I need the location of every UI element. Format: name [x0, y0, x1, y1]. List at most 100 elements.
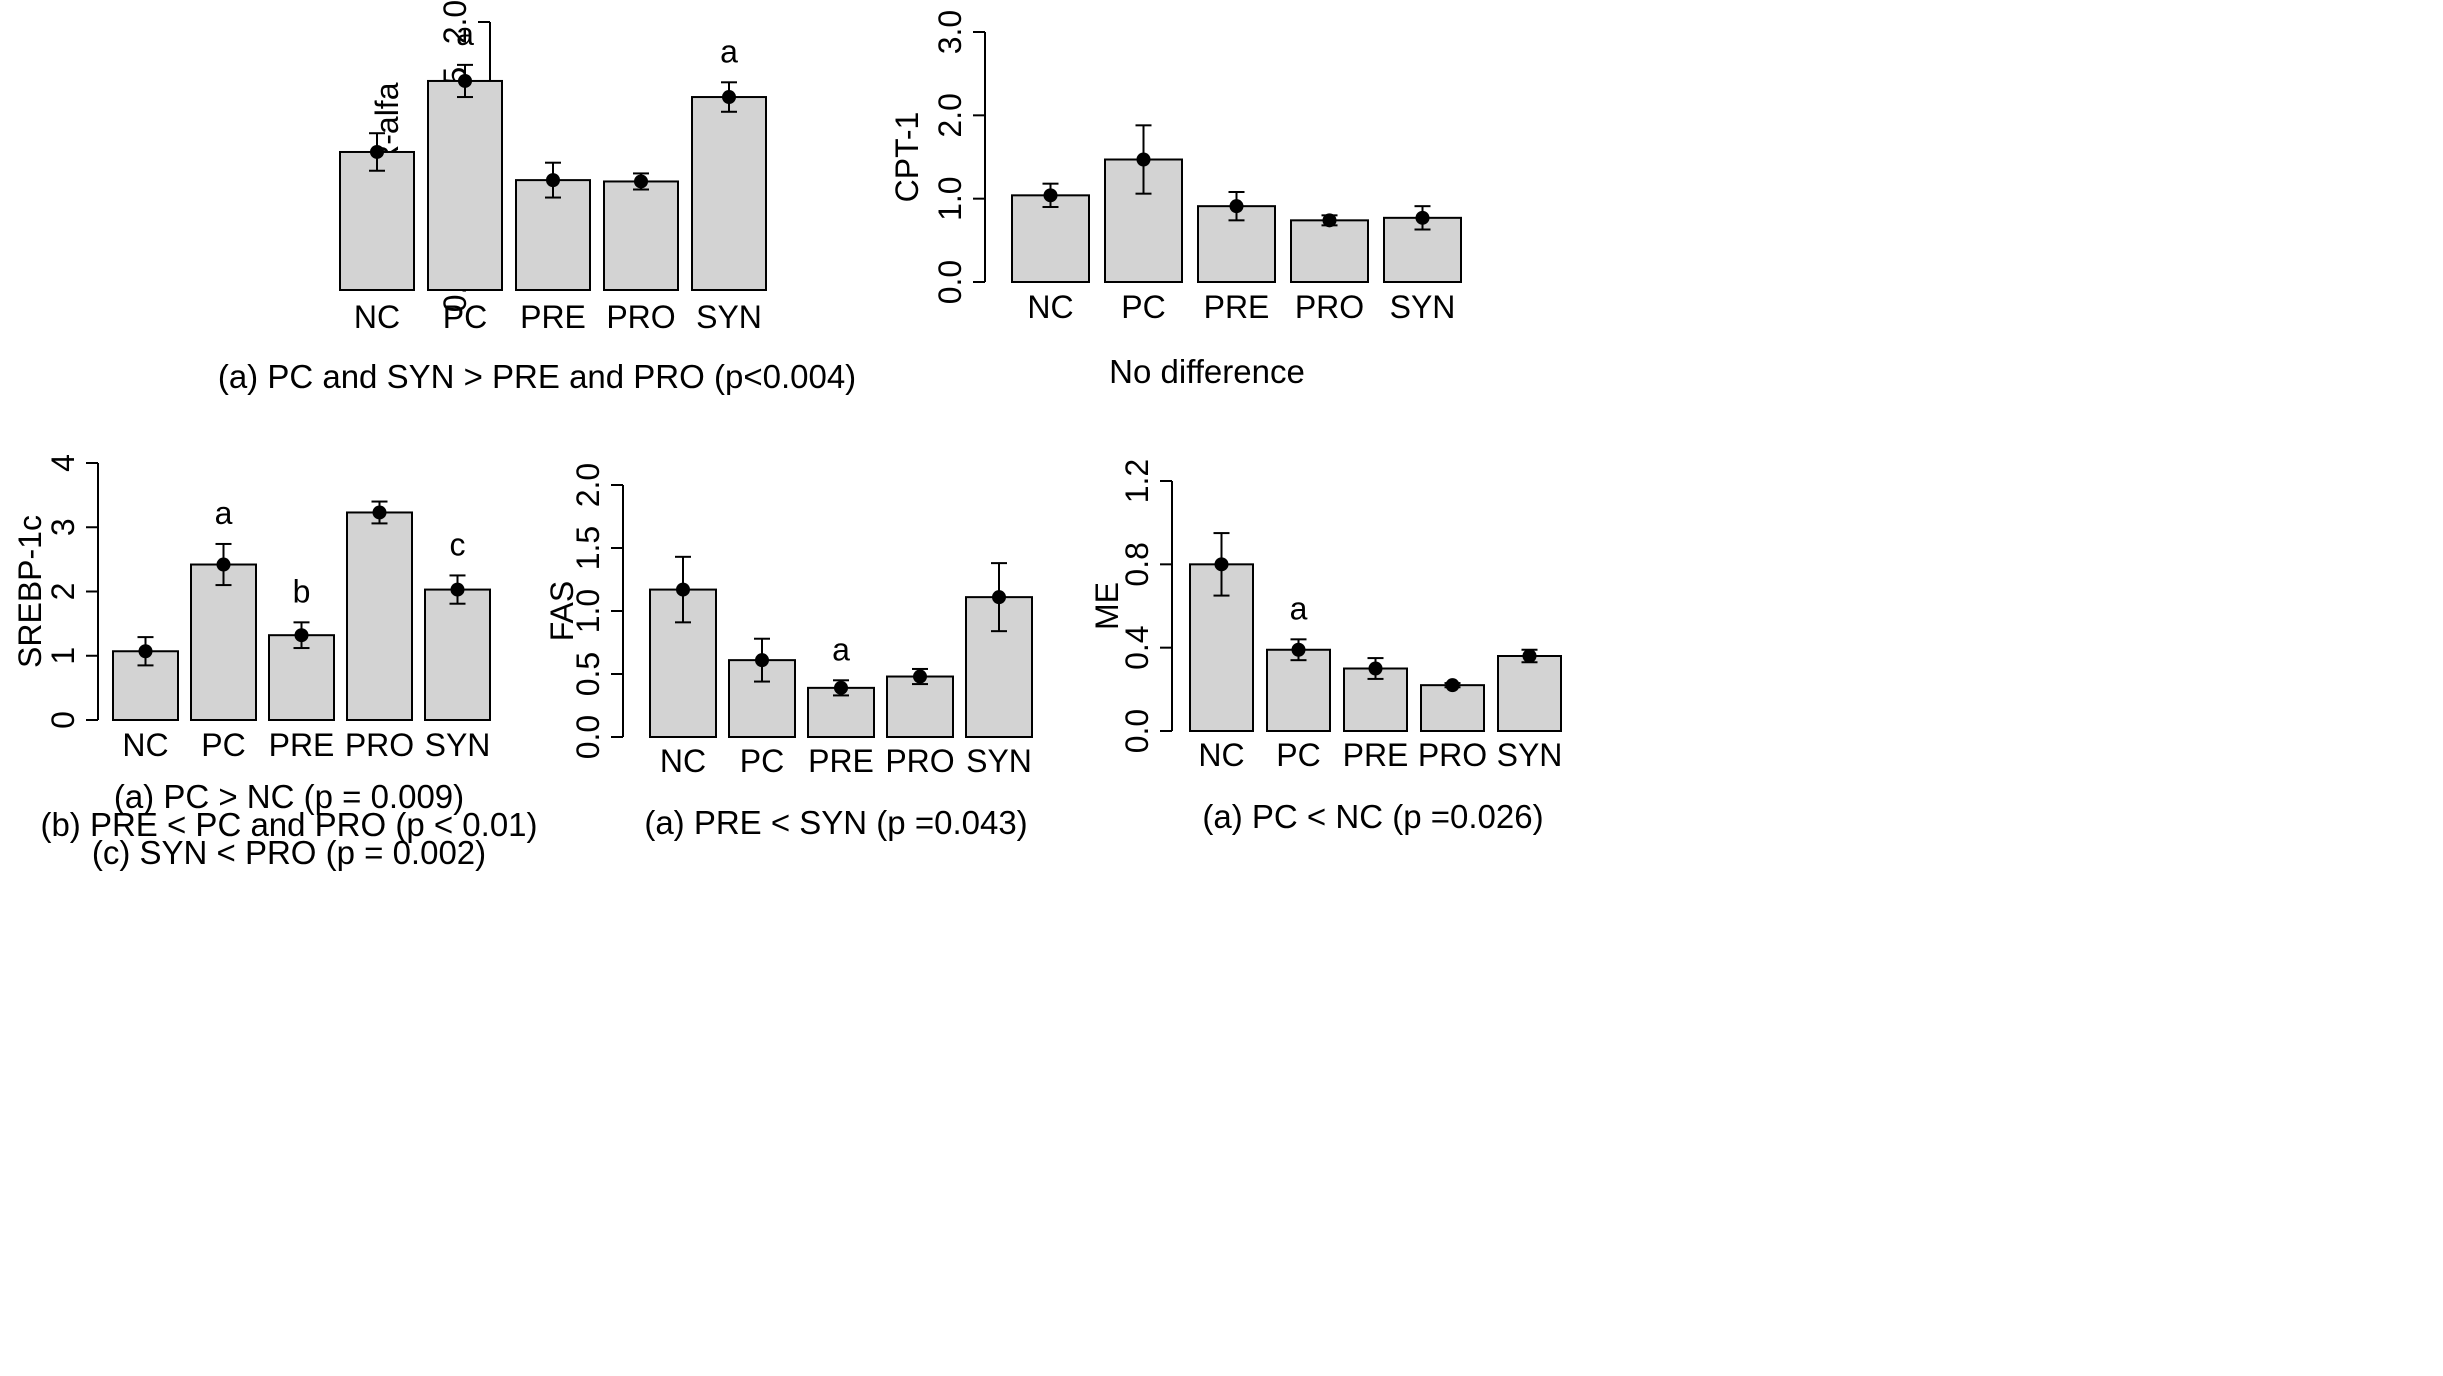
category-label-pre: PRE: [808, 743, 874, 779]
mean-point-nc: [1214, 557, 1229, 572]
bar-pc: [190, 563, 257, 722]
mean-point-pc: [1136, 152, 1151, 167]
significance-letter: a: [456, 16, 474, 52]
mean-point-pro: [634, 174, 648, 189]
y-axis-label: ME: [1089, 582, 1125, 630]
mean-point-pre: [1229, 199, 1244, 214]
category-label-pc: PC: [443, 299, 487, 335]
caption-line: (a) PRE < SYN (p =0.043): [644, 804, 1027, 841]
significance-letter: a: [720, 33, 738, 69]
chart-panel-fas: 0.0 0.5 1.0 1.5 2.0 FAS NC PC PRE a PRO SYN (a) PRE …: [544, 463, 1033, 841]
caption-line: (a) PC and SYN > PRE and PRO (p<0.004): [218, 358, 856, 395]
mean-point-pro: [1445, 678, 1460, 693]
category-label-syn: SYN: [1390, 289, 1456, 325]
mean-point-pro: [372, 505, 387, 520]
chart-panel-me: 0.0 0.4 0.8 1.2 ME NC PC a PRE PRO SYN (a) PC < NC …: [1089, 459, 1562, 835]
y-tick-label: 0.0: [932, 260, 968, 304]
mean-point-pre: [1368, 661, 1383, 676]
caption-line: (a) PC > NC (p = 0.009): [114, 778, 464, 815]
mean-point-pc: [216, 557, 231, 572]
y-tick-label: 1: [45, 647, 81, 665]
significance-letter: a: [832, 631, 850, 667]
category-label-pc: PC: [740, 743, 784, 779]
category-label-pro: PRO: [606, 299, 675, 335]
bar-pc: [1266, 648, 1331, 732]
bar-pro: [1290, 219, 1369, 283]
category-label-pro: PRO: [1418, 737, 1487, 773]
chart-panel-cpt-1: 0.0 1.0 2.0 3.0 CPT-1 NC PC PRE PRO SYN No differe…: [889, 10, 1462, 390]
bar-pro: [603, 180, 679, 292]
bar-syn: [1497, 655, 1562, 732]
bar-syn: [424, 588, 491, 722]
y-axis-label: FAS: [544, 581, 580, 641]
category-label-pre: PRE: [1343, 737, 1409, 773]
significance-letter: b: [293, 573, 311, 609]
mean-point-pre: [294, 628, 309, 643]
significance-letter: c: [450, 526, 466, 562]
mean-point-pro: [913, 669, 927, 684]
bar-syn: [691, 96, 767, 292]
y-tick-label: 2.0: [932, 93, 968, 137]
caption-line: (c) SYN < PRO (p = 0.002): [92, 834, 486, 871]
y-axis-label: SREBP-1c: [12, 515, 48, 668]
mean-point-syn: [450, 582, 465, 597]
y-tick-label: 4: [45, 454, 81, 472]
mean-point-nc: [138, 644, 153, 659]
category-label-syn: SYN: [425, 727, 491, 763]
category-label-syn: SYN: [696, 299, 762, 335]
mean-point-syn: [722, 90, 736, 105]
category-label-pre: PRE: [1204, 289, 1270, 325]
y-tick-label: 0.5: [570, 652, 606, 696]
bar-nc: [1011, 194, 1090, 283]
category-label-nc: NC: [354, 299, 400, 335]
mean-point-pre: [546, 173, 560, 188]
significance-letter: a: [1290, 590, 1308, 626]
y-tick-label: 1.2: [1119, 459, 1155, 503]
mean-point-syn: [1415, 210, 1430, 225]
bar-pc: [427, 79, 503, 291]
category-label-nc: NC: [660, 743, 706, 779]
category-label-pro: PRO: [885, 743, 954, 779]
y-tick-label: 1.0: [570, 589, 606, 633]
category-label-pro: PRO: [345, 727, 414, 763]
y-tick-label: 1.0: [932, 176, 968, 220]
y-tick-label: 2: [45, 583, 81, 601]
category-label-pre: PRE: [269, 727, 335, 763]
mean-point-pro: [1322, 213, 1337, 228]
mean-point-pc: [755, 653, 769, 668]
category-label-syn: SYN: [966, 743, 1032, 779]
bar-pro: [886, 675, 954, 739]
y-tick-label: 1.5: [570, 526, 606, 570]
y-tick-label: 3: [45, 518, 81, 536]
category-label-nc: NC: [1027, 289, 1073, 325]
y-axis-label: CPT-1: [889, 112, 925, 203]
category-label-pc: PC: [1276, 737, 1320, 773]
y-tick-label: 0: [45, 711, 81, 729]
caption-line: (a) PC < NC (p =0.026): [1202, 798, 1543, 835]
caption-line: No difference: [1109, 353, 1305, 390]
bar-pro: [1420, 684, 1485, 733]
y-tick-label: 3.0: [932, 10, 968, 54]
bar-pre: [268, 634, 335, 721]
bar-nc: [339, 150, 415, 291]
chart-panel-ppar-alfa: 0.00.51.01.52.0PPAR-alfaNCPCaPREPROSYNa(…: [218, 0, 856, 395]
y-tick-label: 2.0: [570, 463, 606, 507]
mean-point-pc: [458, 73, 472, 88]
y-tick-label: 0.4: [1119, 625, 1155, 669]
bar-pro: [346, 511, 413, 721]
mean-point-nc: [676, 582, 690, 597]
category-label-pre: PRE: [520, 299, 586, 335]
mean-point-syn: [992, 590, 1006, 605]
category-label-pc: PC: [1121, 289, 1165, 325]
mean-point-syn: [1522, 649, 1537, 663]
mean-point-pc: [1291, 642, 1306, 657]
chart-panel-srebp-1c: 0 1 2 3 4 SREBP-1c NC PC a PRE b PRO SYN c (a) PC > NC…: [12, 454, 537, 871]
y-tick-label: 0.8: [1119, 542, 1155, 586]
category-label-syn: SYN: [1497, 737, 1563, 773]
mean-point-pre: [834, 680, 848, 695]
significance-letter: a: [215, 495, 233, 531]
y-tick-label: 0.0: [570, 715, 606, 759]
y-tick-label: 0.0: [1119, 709, 1155, 753]
mean-point-nc: [1043, 188, 1058, 203]
